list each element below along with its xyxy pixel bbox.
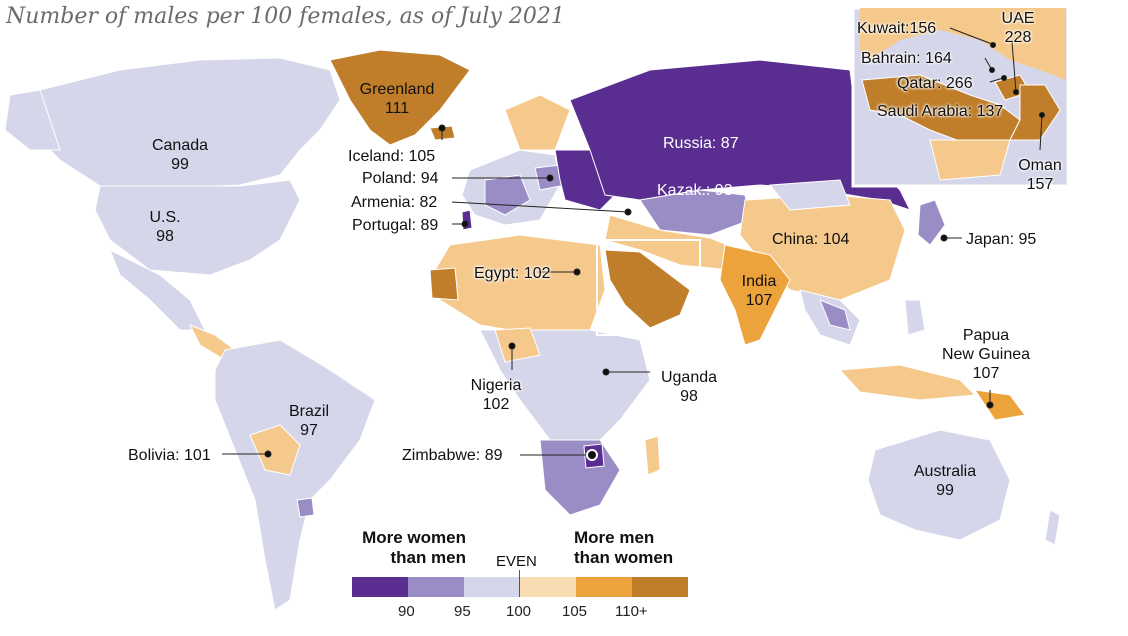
label-brazil: Brazil 97 (274, 402, 344, 440)
legend-left-heading: More women than men (350, 528, 466, 568)
nigeria-name: Nigeria (470, 377, 522, 394)
region-alaska (4, 89, 61, 151)
inset-yemen (929, 139, 1011, 181)
region-new-zealand (1044, 509, 1061, 546)
label-poland: Poland: 94 (362, 170, 439, 187)
label-zimbabwe: Zimbabwe: 89 (402, 447, 503, 464)
png-line2: New Guinea (941, 346, 1031, 363)
legend-even-line (519, 570, 520, 597)
legend-swatch-5 (576, 577, 632, 597)
gulf-highlight-box (596, 239, 701, 336)
region-south-america (214, 339, 376, 611)
oman-value: 157 (1026, 176, 1054, 193)
australia-name: Australia (913, 463, 977, 480)
label-china: China: 104 (772, 231, 850, 248)
inset-oman (1009, 84, 1061, 141)
brazil-value: 97 (300, 422, 318, 439)
legend-swatch-3 (464, 577, 520, 597)
greenland-value: 111 (384, 100, 410, 117)
inset-label-saudi: Saudi Arabia: 137 (877, 103, 1004, 120)
region-uruguay (296, 497, 315, 518)
legend-tick-110: 110+ (615, 603, 648, 620)
legend-left-line2: than men (390, 548, 466, 567)
legend-tick-95: 95 (454, 603, 471, 620)
label-png: Papua New Guinea 107 (936, 326, 1036, 383)
legend-tick-100: 100 (506, 603, 532, 620)
region-bolivia (249, 424, 301, 476)
region-india (719, 244, 791, 346)
region-southern-africa (539, 439, 621, 516)
canada-name: Canada (151, 137, 209, 154)
legend-tick-105: 105 (562, 603, 588, 620)
region-nigeria (494, 327, 541, 363)
png-value: 107 (972, 365, 1000, 382)
inset-label-oman: Oman 157 (1010, 156, 1070, 194)
label-nigeria: Nigeria 102 (456, 376, 536, 414)
label-australia: Australia 99 (900, 462, 990, 500)
label-egypt: Egypt: 102 (474, 265, 551, 282)
leader-lines (222, 27, 1045, 461)
label-india: India 107 (730, 272, 788, 310)
inset-label-kuwait: Kuwait:156 (857, 20, 937, 37)
india-name: India (741, 273, 777, 290)
legend-even: EVEN (496, 553, 537, 570)
region-western-sahara (429, 267, 459, 301)
region-mongolia (769, 179, 851, 211)
legend-swatch-6 (632, 577, 688, 597)
label-russia: Russia: 87 (663, 135, 739, 152)
oman-name: Oman (1018, 157, 1062, 174)
brazil-name: Brazil (288, 403, 329, 420)
nigeria-value: 102 (482, 396, 510, 413)
map-title: Number of males per 100 females, as of J… (6, 4, 565, 29)
uae-value: 228 (1004, 29, 1032, 46)
region-scandinavia (504, 94, 571, 151)
us-value: 98 (156, 228, 174, 245)
label-uganda: Uganda 98 (654, 368, 724, 406)
region-arabia (604, 249, 691, 329)
label-iceland: Iceland: 105 (348, 148, 436, 165)
legend-right-heading: More men than women (574, 528, 673, 568)
region-madagascar (644, 435, 661, 476)
legend-swatch-1 (352, 577, 408, 597)
inset-label-bahrain: Bahrain: 164 (861, 50, 952, 67)
region-philippines (904, 299, 926, 336)
png-line1: Papua (962, 327, 1010, 344)
label-armenia: Armenia: 82 (351, 194, 438, 211)
legend-right-line2: than women (574, 548, 674, 567)
legend-right-line1: More men (574, 528, 655, 547)
region-indonesia (838, 364, 977, 401)
label-us: U.S. 98 (130, 208, 200, 246)
label-greenland: Greenland 111 (352, 80, 442, 118)
region-greenland (329, 49, 471, 146)
uganda-value: 98 (680, 388, 698, 405)
uae-name: UAE (1001, 10, 1035, 27)
greenland-name: Greenland (359, 81, 435, 98)
inset-label-qatar: Qatar: 266 (897, 75, 973, 92)
region-japan (917, 199, 946, 246)
region-north-africa (434, 234, 606, 336)
region-us (94, 179, 301, 276)
legend-tick-90: 90 (398, 603, 415, 620)
region-australia (867, 429, 1011, 541)
label-canada: Canada 99 (140, 136, 220, 174)
legend-swatch-2 (408, 577, 464, 597)
inset-iran (860, 8, 1066, 80)
australia-value: 99 (936, 482, 954, 499)
inset-label-uae: UAE 228 (993, 9, 1043, 47)
uganda-name: Uganda (660, 369, 718, 386)
region-canada (29, 57, 341, 189)
region-myanmar (819, 299, 851, 331)
label-portugal: Portugal: 89 (352, 217, 439, 234)
canada-value: 99 (171, 156, 189, 173)
label-japan: Japan: 95 (966, 231, 1037, 248)
us-name: U.S. (149, 209, 181, 226)
label-bolivia: Bolivia: 101 (128, 447, 211, 464)
india-value: 107 (745, 292, 773, 309)
label-kazak: Kazak.: 93 (657, 182, 733, 199)
region-png (973, 389, 1026, 421)
legend-left-line1: More women (362, 528, 466, 547)
legend-swatch-4 (520, 577, 576, 597)
